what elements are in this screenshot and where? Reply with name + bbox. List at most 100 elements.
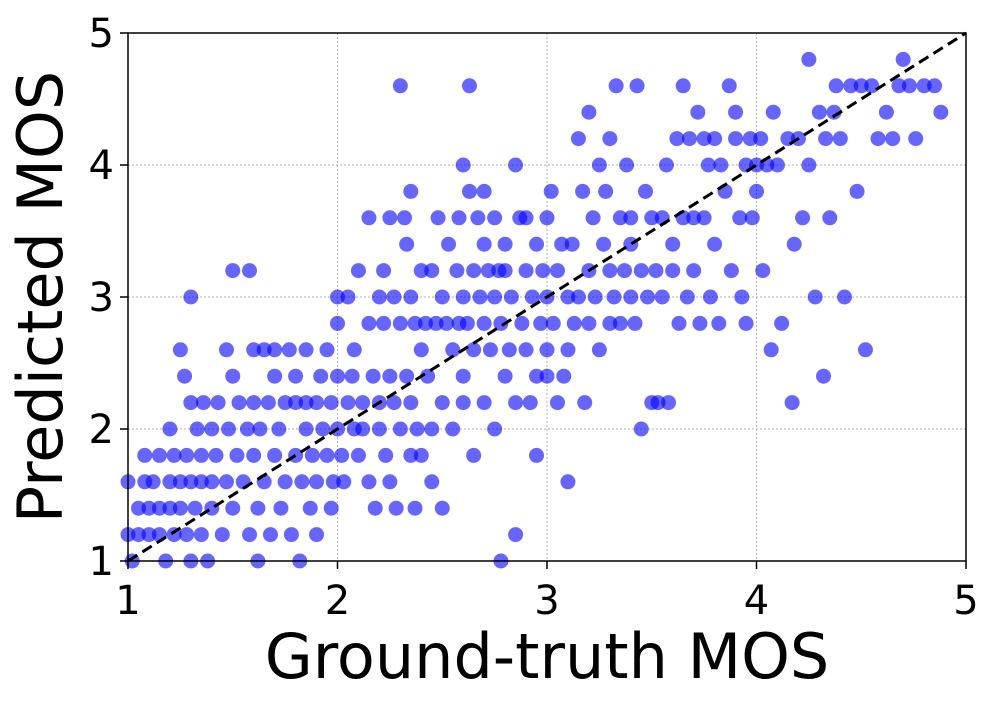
data-point xyxy=(570,131,586,147)
data-point xyxy=(225,500,241,516)
data-point xyxy=(434,289,450,305)
data-point xyxy=(933,104,949,120)
data-point xyxy=(606,289,622,305)
data-point xyxy=(744,210,760,226)
data-point xyxy=(549,395,565,411)
data-point xyxy=(476,183,492,199)
data-point xyxy=(480,263,496,279)
data-point xyxy=(497,236,513,252)
data-point xyxy=(518,263,534,279)
data-point xyxy=(319,447,335,463)
data-point xyxy=(497,368,513,384)
data-point xyxy=(560,289,576,305)
data-point xyxy=(665,236,681,252)
data-point xyxy=(769,157,785,173)
data-point xyxy=(455,157,471,173)
data-point xyxy=(763,342,779,358)
data-point xyxy=(445,342,461,358)
data-point xyxy=(204,474,220,490)
data-point xyxy=(637,183,653,199)
data-point xyxy=(397,210,413,226)
data-point xyxy=(681,131,697,147)
data-point xyxy=(151,447,167,463)
data-point xyxy=(172,500,188,516)
identity-reference-line xyxy=(127,31,967,563)
data-point xyxy=(355,395,371,411)
data-point xyxy=(661,395,677,411)
data-point xyxy=(350,447,366,463)
data-point xyxy=(330,315,345,331)
data-point xyxy=(878,104,894,120)
data-point xyxy=(916,78,932,94)
data-point xyxy=(857,342,873,358)
data-point xyxy=(229,447,245,463)
data-point xyxy=(288,368,304,384)
data-point xyxy=(529,236,545,252)
data-point xyxy=(413,447,429,463)
data-point xyxy=(218,474,234,490)
data-point xyxy=(172,474,188,490)
data-point xyxy=(728,104,744,120)
data-point xyxy=(721,78,737,94)
data-point xyxy=(669,131,685,147)
data-point xyxy=(382,474,398,490)
data-point xyxy=(749,183,764,199)
data-point xyxy=(723,263,739,279)
data-point xyxy=(476,236,492,252)
data-point xyxy=(466,447,482,463)
data-point xyxy=(246,447,262,463)
data-point xyxy=(556,368,572,384)
data-point xyxy=(298,342,314,358)
data-point xyxy=(707,236,723,252)
data-point xyxy=(629,78,645,94)
data-point xyxy=(501,342,517,358)
data-point xyxy=(476,315,492,331)
data-point xyxy=(403,447,419,463)
data-point xyxy=(828,78,844,94)
data-point xyxy=(816,368,832,384)
data-point xyxy=(596,236,612,252)
data-point xyxy=(277,395,293,411)
data-point xyxy=(470,210,486,226)
data-point xyxy=(277,474,293,490)
data-point xyxy=(183,289,199,305)
data-point xyxy=(529,447,545,463)
data-point xyxy=(204,500,220,516)
data-point xyxy=(260,395,276,411)
data-point xyxy=(145,474,161,490)
data-point xyxy=(700,157,716,173)
data-point xyxy=(627,315,643,331)
data-point xyxy=(560,342,576,358)
data-point xyxy=(267,447,283,463)
data-point xyxy=(545,315,561,331)
data-point xyxy=(836,289,852,305)
data-point xyxy=(696,131,712,147)
data-point xyxy=(407,315,423,331)
data-point xyxy=(256,342,272,358)
y-tick-label: 2 xyxy=(89,407,114,453)
data-point xyxy=(298,395,314,411)
data-point xyxy=(162,421,178,437)
data-point xyxy=(204,421,220,437)
data-point xyxy=(365,368,381,384)
data-point xyxy=(367,500,383,516)
data-point xyxy=(246,342,262,358)
data-point xyxy=(130,527,146,543)
data-point xyxy=(392,421,408,437)
data-point xyxy=(252,421,268,437)
data-point xyxy=(461,78,477,94)
data-point xyxy=(539,210,555,226)
data-point xyxy=(822,210,838,226)
data-point xyxy=(466,263,482,279)
data-point xyxy=(658,157,674,173)
data-point xyxy=(346,342,362,358)
data-point xyxy=(221,421,237,437)
data-point xyxy=(648,263,664,279)
data-point xyxy=(183,474,199,490)
x-tick-label: 1 xyxy=(115,578,140,624)
data-point xyxy=(461,183,477,199)
data-point xyxy=(539,342,555,358)
data-point xyxy=(130,500,146,516)
data-point xyxy=(386,395,402,411)
